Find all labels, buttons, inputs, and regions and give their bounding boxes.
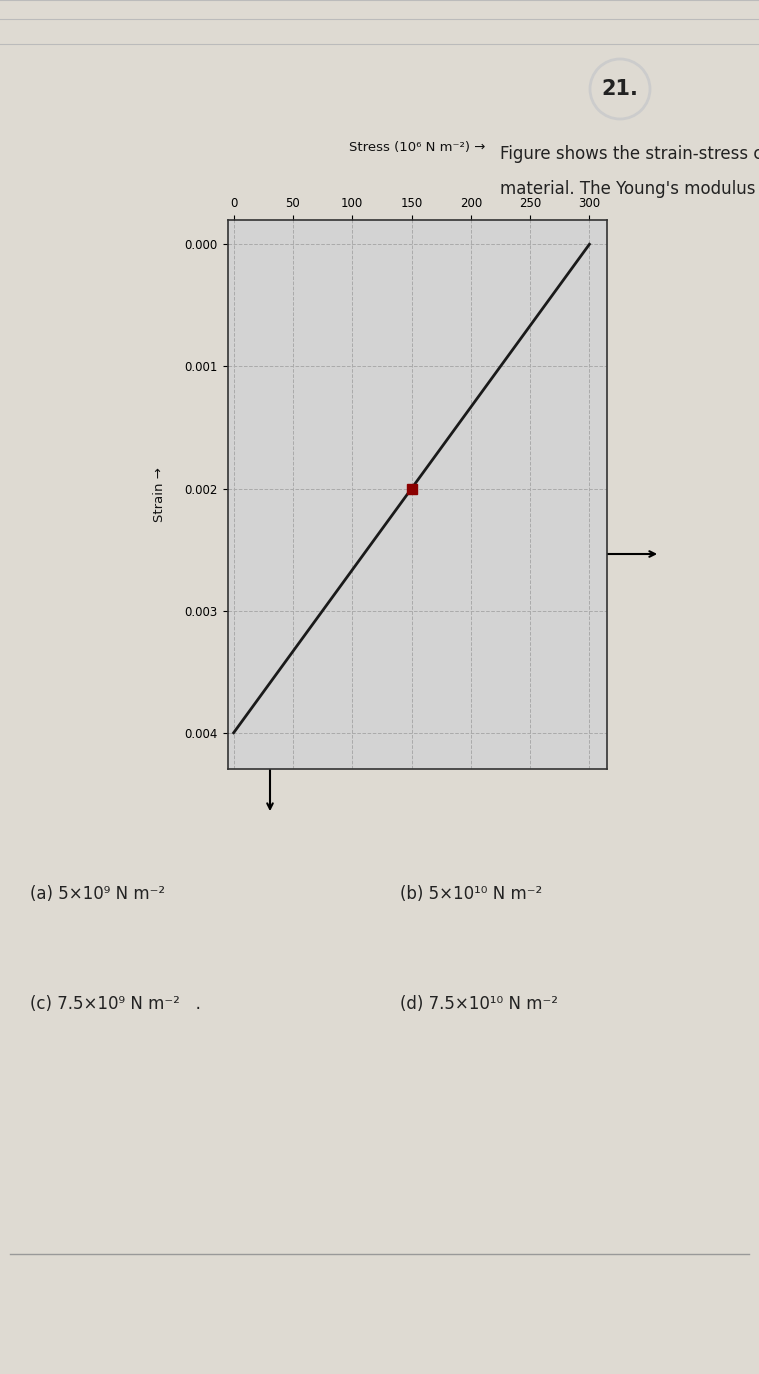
Text: Figure shows the strain-stress curve for a given: Figure shows the strain-stress curve for…: [500, 146, 759, 164]
Text: (a) 5×10⁹ N m⁻²: (a) 5×10⁹ N m⁻²: [30, 885, 165, 903]
Text: (d) 7.5×10¹⁰ N m⁻²: (d) 7.5×10¹⁰ N m⁻²: [400, 995, 558, 1013]
Text: Stress (10⁶ N m⁻²) →: Stress (10⁶ N m⁻²) →: [349, 142, 486, 154]
Text: (c) 7.5×10⁹ N m⁻²   .: (c) 7.5×10⁹ N m⁻² .: [30, 995, 201, 1013]
Text: 21.: 21.: [602, 78, 638, 99]
Text: material. The Young's modulus of the material is: material. The Young's modulus of the mat…: [500, 180, 759, 198]
Text: (b) 5×10¹⁰ N m⁻²: (b) 5×10¹⁰ N m⁻²: [400, 885, 542, 903]
Text: Strain →: Strain →: [153, 467, 166, 522]
